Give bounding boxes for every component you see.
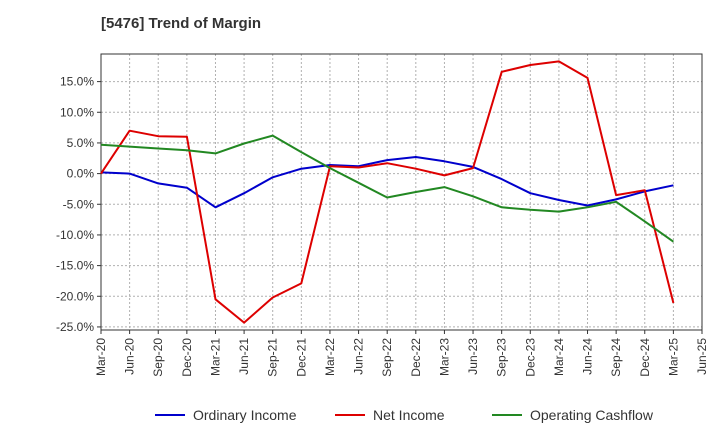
legend-label: Operating Cashflow bbox=[530, 407, 654, 423]
y-tick-label: -20.0% bbox=[56, 289, 94, 303]
grid-lines bbox=[101, 54, 702, 330]
legend: Ordinary Income Net Income Operating Cashf… bbox=[155, 407, 654, 423]
x-axis-ticks: Mar-20 Jun-20 Sep-20 Dec-20 Mar-21 Jun-21 Sep-… bbox=[94, 330, 709, 377]
legend-item: Net Income bbox=[335, 407, 445, 423]
x-tick-label: Jun-22 bbox=[352, 338, 366, 375]
x-tick-label: Mar-23 bbox=[437, 338, 451, 376]
y-tick-label: -10.0% bbox=[56, 228, 94, 242]
y-tick-label: 15.0% bbox=[60, 75, 94, 89]
legend-item: Ordinary Income bbox=[155, 407, 297, 423]
legend-label: Ordinary Income bbox=[193, 407, 297, 423]
y-tick-label: -15.0% bbox=[56, 259, 94, 273]
x-tick-label: Jun-21 bbox=[237, 338, 251, 375]
chart-title: [5476] Trend of Margin bbox=[101, 15, 262, 32]
series-lines bbox=[100, 60, 675, 324]
y-tick-label: -25.0% bbox=[56, 320, 94, 334]
x-tick-label: Sep-24 bbox=[609, 338, 623, 377]
legend-item: Operating Cashflow bbox=[492, 407, 654, 423]
y-axis-ticks: 15.0% 10.0% 5.0% 0.0% -5.0% -10.0% -15.0% -20.0… bbox=[56, 75, 101, 334]
x-tick-label: Mar-25 bbox=[666, 338, 680, 376]
x-tick-label: Sep-21 bbox=[266, 338, 280, 377]
plot-area-border bbox=[100, 53, 703, 331]
y-tick-label: 5.0% bbox=[67, 136, 95, 150]
x-tick-label: Dec-20 bbox=[180, 338, 194, 377]
x-tick-label: Jun-23 bbox=[466, 338, 480, 375]
x-tick-label: Jun-20 bbox=[123, 338, 137, 375]
x-tick-label: Sep-22 bbox=[380, 338, 394, 377]
y-tick-label: -5.0% bbox=[63, 197, 95, 211]
x-tick-label: Jun-24 bbox=[581, 338, 595, 375]
x-tick-label: Dec-24 bbox=[638, 338, 652, 377]
x-tick-label: Mar-24 bbox=[552, 338, 566, 376]
x-tick-label: Dec-22 bbox=[409, 338, 423, 377]
y-tick-label: 0.0% bbox=[67, 167, 95, 181]
y-tick-label: 10.0% bbox=[60, 105, 94, 119]
x-tick-label: Sep-20 bbox=[151, 338, 165, 377]
x-tick-label: Dec-21 bbox=[294, 338, 308, 377]
x-tick-label: Mar-22 bbox=[323, 338, 337, 376]
legend-label: Net Income bbox=[373, 407, 445, 423]
x-tick-label: Jun-25 bbox=[695, 338, 709, 375]
x-tick-label: Mar-20 bbox=[94, 338, 108, 376]
series-line-operating-cashflow bbox=[100, 134, 674, 243]
x-tick-label: Mar-21 bbox=[208, 338, 222, 376]
x-tick-label: Dec-23 bbox=[523, 338, 537, 377]
series-line-net-income bbox=[100, 60, 675, 324]
x-tick-label: Sep-23 bbox=[495, 338, 509, 377]
